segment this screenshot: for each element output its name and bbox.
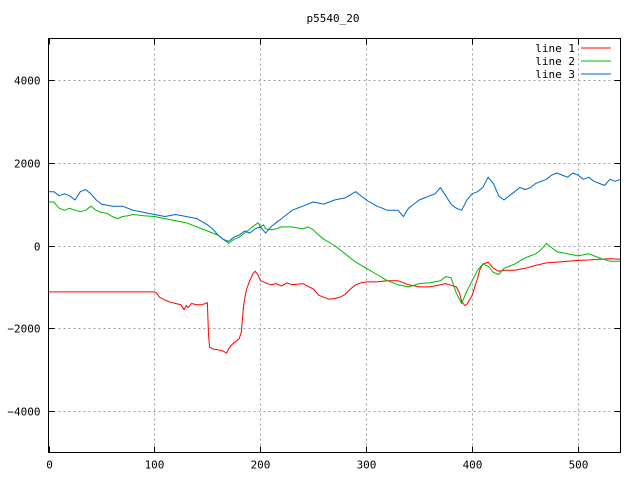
x-tick-label: 100 (145, 459, 165, 472)
series-line-3 (48, 172, 621, 242)
y-tick-label: 4000 (14, 75, 41, 88)
legend-label-3: line 3 (535, 68, 575, 81)
x-tick-label: 200 (251, 459, 271, 472)
series-group (48, 172, 621, 354)
x-tick-label: 400 (463, 459, 483, 472)
y-tick-label: −2000 (7, 323, 40, 336)
x-tick-label: 0 (46, 459, 53, 472)
series-line-1 (48, 258, 621, 354)
chart-title: p5540_20 (307, 12, 360, 25)
x-tick-label: 500 (569, 459, 589, 472)
grid (48, 38, 621, 453)
axis-ticks: 0 100 200 300 400 500 −4000 −2000 0 2000 4000 (7, 38, 621, 472)
legend-label-1: line 1 (535, 42, 575, 55)
y-tick-label: 2000 (14, 158, 41, 171)
series-line-2 (48, 201, 621, 304)
y-tick-label: −4000 (7, 406, 40, 419)
legend-label-2: line 2 (535, 55, 575, 68)
x-tick-label: 300 (357, 459, 377, 472)
plot-frame (48, 38, 621, 453)
y-tick-label: 0 (34, 241, 41, 254)
